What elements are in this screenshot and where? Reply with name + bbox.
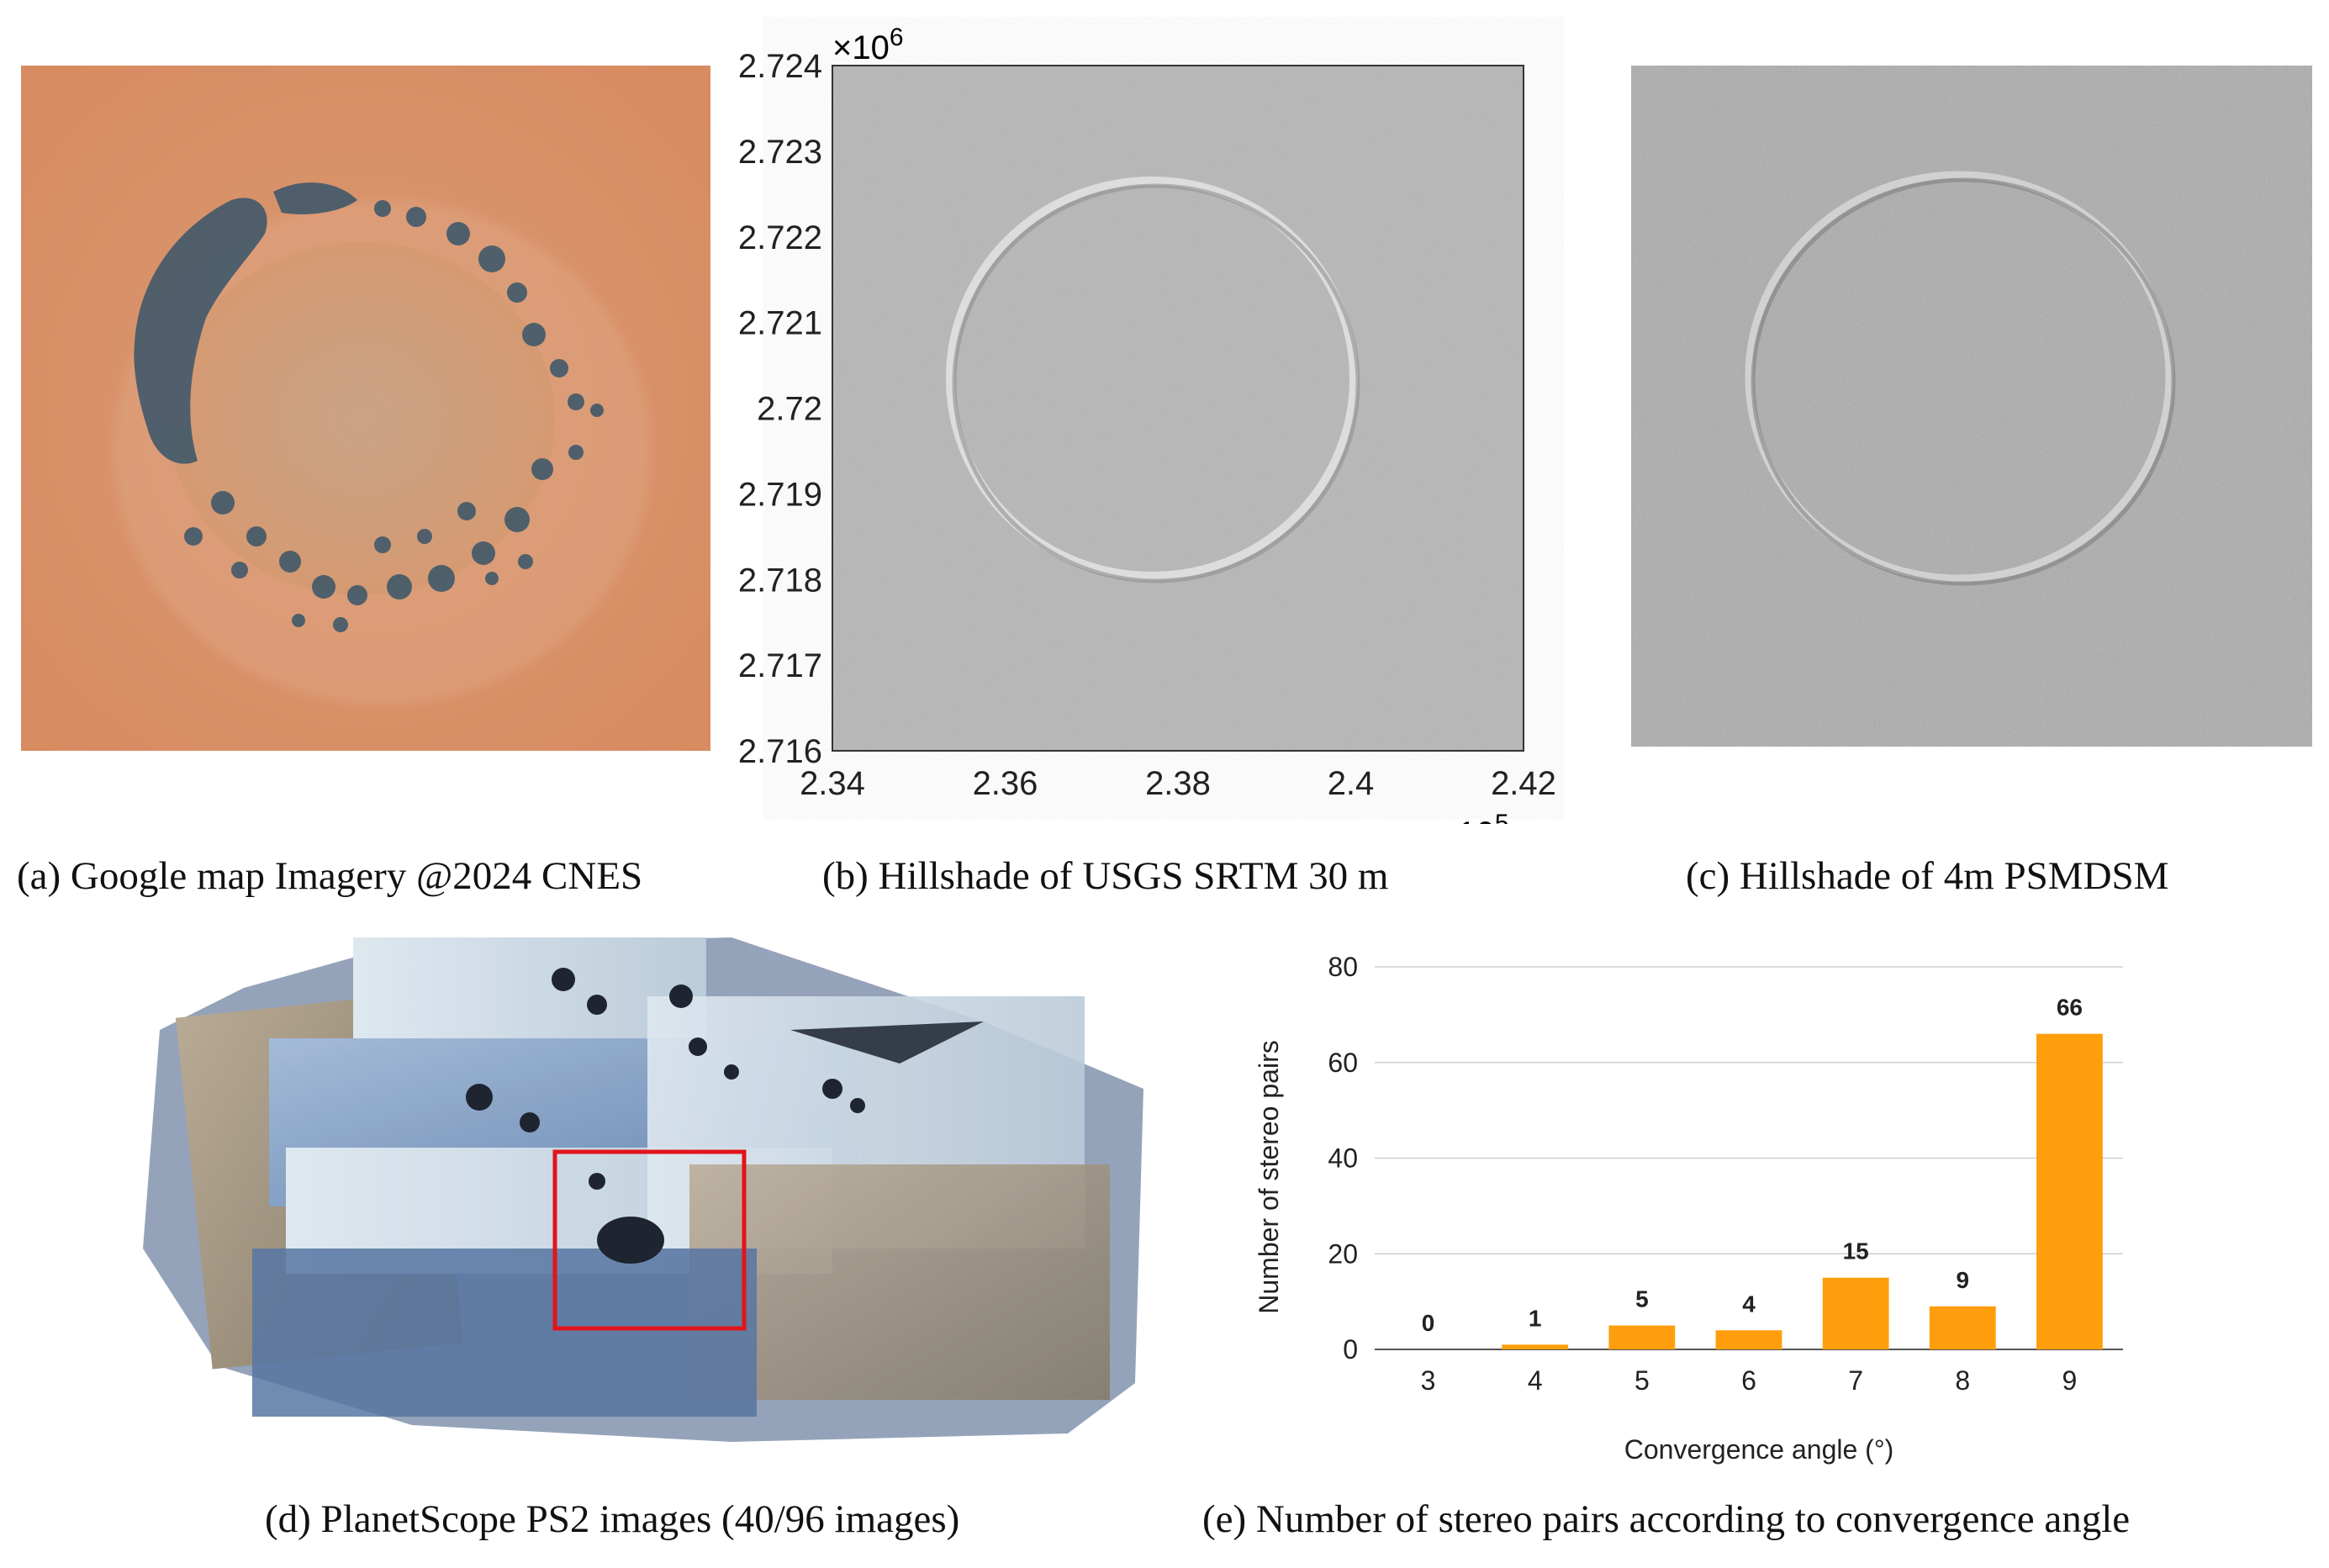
bar [1929,1306,1996,1349]
bar-data-label: 15 [1843,1238,1869,1264]
x-tick-labels: 3 4 5 6 7 8 9 [1421,1365,2078,1396]
caption-d: (d) PlanetScope PS2 images (40/96 images… [265,1497,960,1541]
x-tick-label: 3 [1421,1365,1436,1396]
bar-data-label: 66 [2057,995,2083,1021]
y-tick-label: 2.723 [738,134,822,171]
x-tick-label: 2.36 [973,765,1038,802]
y-tick-label: 2.717 [738,647,822,684]
bar [1715,1330,1782,1349]
y-tick-label: 80 [1328,952,1358,982]
y-tick-label: 0 [1343,1334,1358,1365]
bar-data-label: 9 [1956,1267,1969,1293]
crater-satellite-image [21,66,710,751]
y-tick-label: 2.724 [738,48,822,85]
bar [1608,1325,1676,1349]
y-tick-labels: 2.724 2.723 2.722 2.721 2.72 2.719 2.718 2.717 2… [738,48,822,770]
panel-b-srtm-hillshade: 2.724 2.723 2.722 2.721 2.72 2.719 2.718 2.717 2… [723,17,1564,853]
y-tick-label: 2.72 [757,391,822,428]
y-tick-label: 60 [1328,1048,1358,1078]
x-tick-label: 2.42 [1491,765,1556,802]
caption-a: (a) Google map Imagery @2024 CNES [17,854,643,898]
y-tick-label: 20 [1328,1238,1358,1269]
srtm-hillshade-plot: 2.724 2.723 2.722 2.721 2.72 2.719 2.718 2.717 2… [738,24,1556,853]
x-tick-label: 2.34 [800,765,865,802]
x-tick-label: 2.38 [1145,765,1211,802]
panel-d-planetscope-mosaic [143,929,1152,1450]
x-tick-label: 9 [2062,1365,2078,1396]
bar [1502,1344,1569,1349]
bar [2036,1033,2103,1349]
x-exponent-label: ×105 [1438,810,1509,824]
caption-e: (e) Number of stereo pairs according to … [1202,1497,2131,1541]
x-tick-label: 8 [1955,1365,1970,1396]
panel-a-satellite-image [21,66,710,751]
x-tick-label: 5 [1635,1365,1650,1396]
x-tick-label: 4 [1528,1365,1543,1396]
y-tick-label: 2.722 [738,219,822,256]
x-axis-label: Convergence angle (°) [1624,1434,1894,1465]
psmdsm-hillshade-image [1631,66,2312,747]
area-of-interest-box [552,1149,747,1331]
bar-data-label: 4 [1742,1291,1756,1317]
x-tick-labels: 2.34 2.36 2.38 2.4 2.42 [800,765,1556,802]
bar [1822,1277,1889,1349]
y-axis-label: Number of stereo pairs [1254,1040,1284,1313]
y-tick-label: 2.716 [738,733,822,770]
x-tick-label: 2.4 [1328,765,1375,802]
y-tick-label: 2.718 [738,562,822,599]
bar-data-label: 0 [1422,1310,1435,1336]
caption-b: (b) Hillshade of USGS SRTM 30 m [822,854,1389,898]
y-tick-label: 2.719 [738,476,822,513]
plot-frame [832,65,1524,752]
y-tick-label: 40 [1328,1143,1358,1174]
planetscope-mosaic-image [143,937,1143,1442]
bars [1502,1033,2103,1349]
x-tick-label: 7 [1848,1365,1863,1396]
panel-c-psmdsm-hillshade [1631,66,2312,747]
bar-data-label: 1 [1529,1305,1542,1331]
caption-c: (c) Hillshade of 4m PSMDSM [1686,854,2169,898]
y-tick-label: 2.721 [738,305,822,342]
y-exponent-label: ×106 [832,24,904,66]
y-gridlines [1375,966,2123,1350]
y-tick-labels: 0 20 40 60 80 [1328,952,1358,1365]
x-tick-label: 6 [1741,1365,1756,1396]
bar-data-label: 5 [1635,1286,1649,1312]
